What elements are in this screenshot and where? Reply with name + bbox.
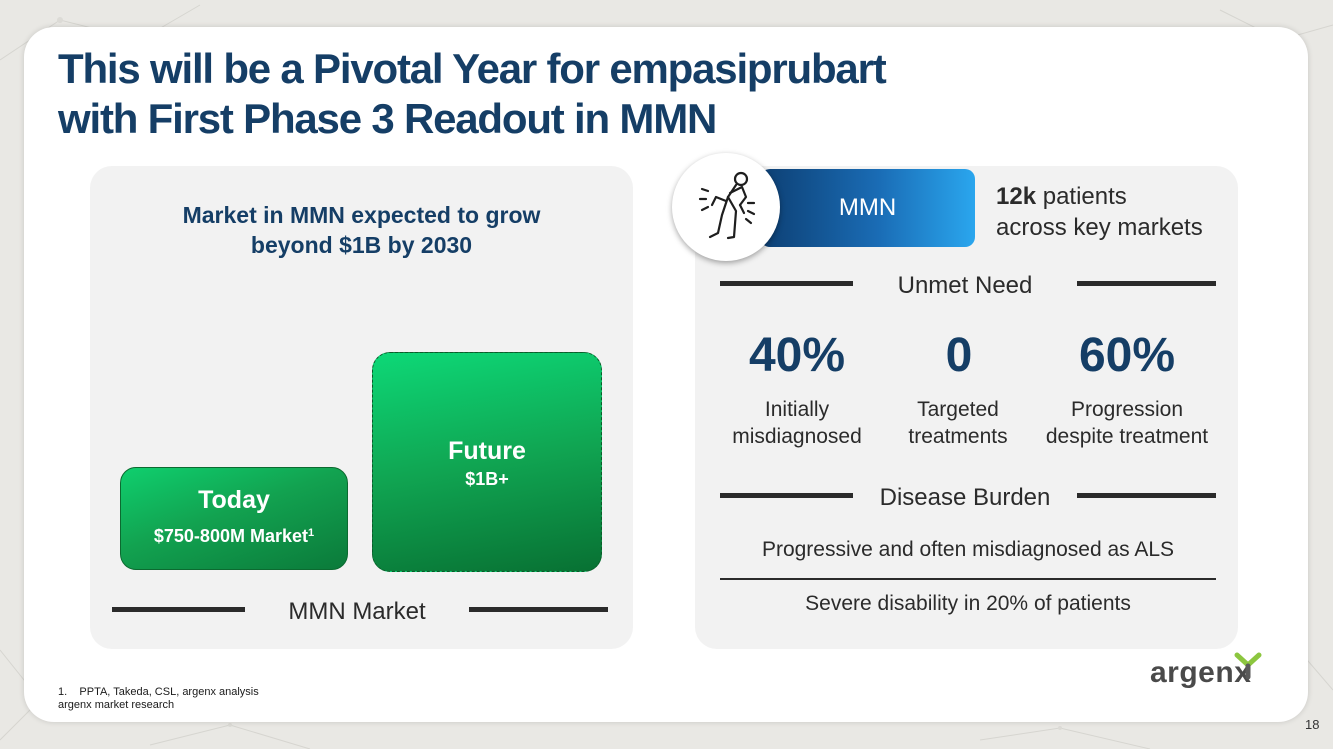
mmn-pill: MMN <box>760 169 975 247</box>
stat-label-misdiagnosed: Initially misdiagnosed <box>732 398 862 448</box>
stat-value-misdiagnosed: 40% <box>748 329 846 382</box>
unmet-rule-left <box>720 281 853 286</box>
today-market-box: Today $750-800M Market1 <box>120 467 348 570</box>
disease-burden-heading: Disease Burden <box>879 484 1051 511</box>
argenx-logo-text: argenx <box>1150 656 1252 689</box>
market-axis-rule-right <box>469 607 608 612</box>
burden-line-1: Progressive and often misdiagnosed as AL… <box>761 538 1175 561</box>
unmet-rule-right <box>1077 281 1216 286</box>
future-market-box: Future $1B+ <box>372 352 602 572</box>
market-axis-label: MMN Market <box>288 598 426 625</box>
burden-divider <box>720 578 1216 580</box>
stat-label-targeted: Targeted treatments <box>908 398 1008 448</box>
stat-value-progression: 60% <box>1078 329 1176 382</box>
burden-line-2: Severe disability in 20% of patients <box>805 592 1131 615</box>
market-heading-line-2: beyond $1B by 2030 <box>250 232 473 258</box>
patient-pain-icon <box>698 171 756 240</box>
today-value: $750-800M Market1 <box>153 526 315 546</box>
title-line-1: This will be a Pivotal Year for empasipr… <box>58 45 887 92</box>
footnote-ref: 1 <box>307 527 315 539</box>
future-value: $1B+ <box>465 469 509 489</box>
market-heading: Market in MMN expected to grow beyond $1… <box>90 200 633 260</box>
footnote-line-2: argenx market research <box>58 699 175 711</box>
title-line-2: with First Phase 3 Readout in MMN <box>58 95 717 142</box>
footnotes: 1. PPTA, Takeda, CSL, argenx analysis ar… <box>58 686 259 712</box>
unmet-need-heading: Unmet Need <box>897 272 1033 299</box>
market-axis-rule-left <box>112 607 245 612</box>
slide-title: This will be a Pivotal Year for empasipr… <box>58 44 958 144</box>
market-heading-line-1: Market in MMN expected to grow <box>182 202 541 228</box>
page-number: 18 <box>1305 717 1320 732</box>
stat-label-progression: Progression despite treatment <box>1045 398 1209 448</box>
burden-rule-left <box>720 493 853 498</box>
burden-rule-right <box>1077 493 1216 498</box>
icon-circle <box>672 153 780 261</box>
today-label: Today <box>198 486 270 514</box>
footnote-line-1: 1. PPTA, Takeda, CSL, argenx analysis <box>58 686 259 698</box>
argenx-logo-mark-icon <box>1234 652 1262 680</box>
future-label: Future <box>448 437 526 465</box>
patients-line-1: 12k patients <box>996 183 1127 210</box>
patients-count: 12k patients across key markets <box>996 181 1203 243</box>
stat-value-targeted: 0 <box>945 329 973 382</box>
patients-line-2: across key markets <box>996 214 1203 241</box>
